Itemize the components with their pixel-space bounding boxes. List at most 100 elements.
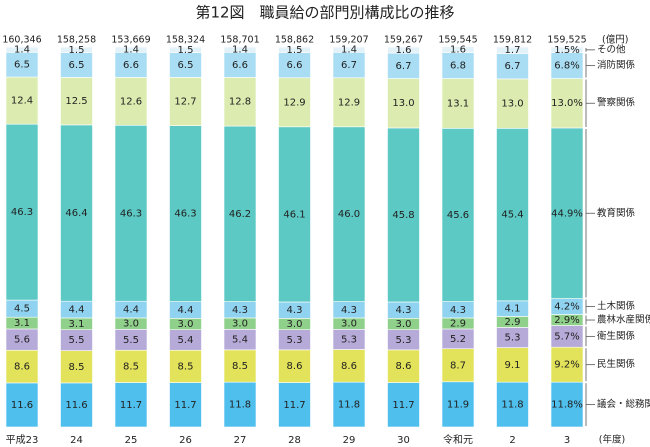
legend-label: 議会・総務関係 (597, 398, 650, 410)
data-label: 3.1 (69, 319, 85, 330)
bar-segment (496, 46, 529, 54)
data-label: 6.8% (554, 61, 579, 72)
x-tick-label: 30 (397, 435, 410, 446)
legend-label: その他 (597, 43, 626, 55)
bar-segment (387, 349, 420, 383)
bar-segment (169, 349, 202, 383)
bar-segment (5, 123, 39, 301)
bar-segment (441, 78, 475, 129)
data-label: 9.2% (554, 360, 579, 371)
data-label: 44.9% (551, 208, 583, 219)
data-label: 5.3 (505, 333, 521, 344)
total-label: 160,346 (2, 35, 41, 46)
bar-segment (332, 349, 366, 383)
bar-segment (223, 77, 257, 127)
data-label: 1.4 (123, 45, 139, 56)
data-label: 6.5 (178, 60, 194, 71)
bar-segment (169, 52, 202, 78)
data-label: 2.9 (450, 318, 466, 329)
total-label: 158,324 (166, 35, 205, 46)
bar-segment (387, 78, 420, 129)
bar-segment (332, 381, 366, 428)
data-label: 11.7 (392, 400, 414, 411)
bar-segment (169, 77, 202, 126)
x-tick-label: 平成23 (6, 434, 39, 446)
bar-segment (60, 124, 93, 302)
bar-segment (441, 128, 475, 302)
data-label: 8.5 (123, 361, 139, 372)
data-label: 1.4 (14, 45, 30, 56)
bar-segment (496, 347, 529, 383)
data-label: 5.4 (232, 335, 248, 346)
legend-label: 教育関係 (597, 207, 636, 219)
bar-segment (223, 349, 257, 383)
data-label: 8.6 (14, 362, 30, 373)
data-label: 8.5 (69, 362, 85, 373)
data-label: 3.0 (287, 319, 303, 330)
legend-label: 農林水産関係 (597, 314, 650, 326)
data-label: 4.1 (505, 304, 521, 315)
x-tick-label: 3 (564, 435, 570, 446)
data-label: 13.0% (551, 98, 583, 109)
data-label: 5.3 (396, 335, 412, 346)
bar-segment (496, 381, 529, 428)
bar-segment (223, 125, 257, 302)
bar-segment (223, 381, 257, 428)
data-label: 4.3 (232, 305, 248, 316)
bar-segment (441, 52, 475, 79)
data-label: 4.3 (287, 305, 303, 316)
total-label: 153,669 (111, 35, 150, 46)
bar-segment (496, 128, 529, 302)
legend-label: 土木関係 (597, 300, 636, 312)
bar-segment (550, 46, 584, 53)
bar-segment (387, 52, 420, 79)
data-label: 13.1 (447, 98, 469, 109)
data-label: 8.5 (178, 361, 194, 372)
data-label: 3.1 (14, 318, 30, 329)
data-label: 6.8 (450, 61, 466, 72)
x-tick-label: 28 (288, 435, 301, 446)
x-unit-label: (年度) (599, 434, 625, 446)
total-label: 159,545 (438, 35, 477, 46)
bar-segment (387, 127, 420, 303)
data-label: 1.5 (178, 45, 194, 56)
data-label: 13.0 (392, 98, 414, 109)
data-label: 5.3 (287, 335, 303, 346)
bar-segment (114, 124, 148, 302)
data-label: 2.9% (554, 315, 579, 326)
total-label: 158,862 (275, 35, 314, 46)
bar-segment (60, 46, 93, 53)
data-label: 1.5 (69, 45, 85, 56)
data-label: 12.8 (229, 97, 251, 108)
total-label: 159,812 (493, 35, 532, 46)
total-label: 159,267 (384, 35, 423, 46)
data-label: 5.4 (178, 335, 194, 346)
data-label: 11.7 (120, 400, 142, 411)
x-tick-label: 26 (179, 435, 192, 446)
bar-segment (60, 52, 93, 78)
bar-segment (223, 46, 257, 53)
data-label: 3.0 (341, 319, 357, 330)
bar-segment (114, 46, 148, 53)
data-label: 1.6 (396, 45, 412, 56)
data-label: 6.5 (14, 60, 30, 71)
data-label: 1.4 (232, 45, 248, 56)
data-label: 45.8 (392, 210, 414, 221)
chart-title: 第12図 職員給の部門別構成比の推移 (195, 4, 454, 22)
data-label: 3.0 (178, 319, 194, 330)
data-label: 12.7 (174, 97, 196, 108)
bar-segment (114, 77, 148, 126)
data-label: 4.3 (396, 305, 412, 316)
data-label: 4.3 (341, 305, 357, 316)
bar-segment (550, 127, 584, 299)
x-tick-label: 27 (234, 435, 247, 446)
data-label: 12.9 (283, 97, 305, 108)
bar-segment (5, 382, 39, 428)
bar-segment (441, 348, 475, 383)
data-label: 11.9 (447, 399, 469, 410)
data-label: 11.8 (501, 400, 523, 411)
bar-segment (550, 381, 584, 428)
bar-segment (332, 52, 366, 79)
data-label: 6.6 (232, 60, 248, 71)
data-label: 12.4 (11, 96, 33, 107)
